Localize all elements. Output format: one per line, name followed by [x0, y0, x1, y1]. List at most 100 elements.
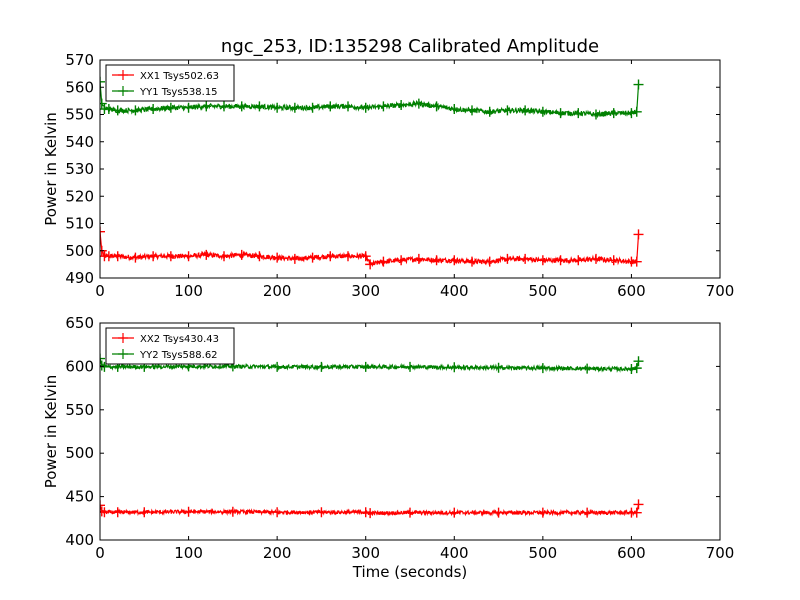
series-marker	[165, 251, 176, 262]
legend-label: XX1 Tsys502.63	[140, 71, 219, 82]
series-marker	[537, 106, 548, 117]
series-marker	[633, 356, 644, 367]
y-tick-label: 570	[65, 51, 94, 69]
y-tick-label: 550	[65, 106, 94, 124]
series-marker	[449, 255, 460, 266]
series-marker	[484, 256, 495, 267]
x-tick-label: 500	[529, 544, 558, 562]
series-marker	[431, 101, 442, 112]
series-marker	[148, 104, 159, 115]
x-tick-label: 400	[440, 282, 469, 300]
series-marker	[130, 105, 141, 116]
series-marker	[502, 105, 513, 116]
series-marker	[360, 507, 371, 518]
series-marker	[112, 105, 123, 116]
series-marker	[467, 105, 477, 116]
series-marker	[449, 507, 460, 518]
series-marker	[100, 353, 105, 364]
series-marker	[100, 76, 105, 87]
x-tick-label: 300	[351, 544, 380, 562]
series-marker	[591, 109, 601, 120]
y-tick-label: 550	[65, 401, 94, 419]
x-tick-label: 700	[706, 544, 735, 562]
legend-marker	[118, 70, 128, 80]
series-marker	[405, 361, 415, 372]
legend-label: YY2 Tsys588.62	[139, 350, 218, 361]
series-marker	[365, 259, 376, 270]
series-marker	[343, 251, 353, 262]
series-marker	[183, 506, 194, 517]
y-tick-label: 520	[65, 187, 94, 205]
series-marker	[316, 361, 327, 372]
series-marker	[631, 106, 642, 117]
series-marker	[325, 251, 336, 262]
series-marker	[100, 226, 105, 237]
series-marker	[626, 108, 637, 119]
series-marker	[449, 104, 460, 115]
y-axis-label: Power in Kelvin	[42, 112, 60, 226]
series-marker	[633, 499, 644, 510]
series-marker	[573, 108, 584, 119]
series-marker	[467, 256, 477, 267]
series-marker	[631, 256, 642, 267]
series-marker	[100, 98, 107, 109]
series-marker	[219, 101, 229, 112]
series-marker	[307, 102, 318, 113]
x-tick-label: 600	[617, 544, 646, 562]
y-tick-label: 530	[65, 160, 94, 178]
plot-frame	[99, 322, 721, 541]
series-marker	[183, 251, 194, 262]
x-tick-label: 100	[174, 544, 203, 562]
legend-marker	[118, 86, 128, 96]
legend-marker	[118, 349, 128, 359]
series-marker	[272, 361, 283, 372]
series-marker	[103, 251, 114, 262]
series-marker	[608, 255, 619, 266]
x-tick-label: 700	[706, 282, 735, 300]
y-tick-label: 650	[65, 314, 94, 332]
legend-box	[105, 64, 235, 102]
series-marker	[272, 507, 283, 518]
legend-marker	[118, 333, 128, 343]
y-tick-label: 600	[65, 357, 94, 375]
series-marker	[100, 507, 110, 518]
series-marker	[100, 360, 107, 371]
series-marker	[631, 363, 642, 374]
series-marker	[405, 507, 415, 518]
series-marker	[236, 101, 247, 112]
series-marker	[537, 507, 548, 518]
x-tick-label: 600	[617, 282, 646, 300]
series-marker	[582, 507, 593, 518]
series-marker	[413, 253, 424, 264]
series-marker	[307, 252, 318, 263]
series-marker	[112, 507, 123, 518]
series-marker	[484, 106, 495, 117]
series-marker	[130, 252, 141, 263]
series-marker	[100, 506, 107, 517]
y-tick-label: 500	[65, 444, 94, 462]
series-marker	[537, 363, 548, 374]
series-marker	[103, 104, 114, 115]
series-marker	[520, 253, 531, 264]
series-marker	[360, 102, 371, 113]
series-marker	[365, 508, 376, 519]
series-marker	[631, 507, 642, 518]
series-marker	[139, 507, 150, 518]
series-marker	[396, 255, 407, 266]
series-marker	[201, 101, 212, 112]
series-marker	[236, 249, 247, 260]
chart-title: ngc_253, ID:135298 Calibrated Amplitude	[221, 36, 599, 57]
series-marker	[316, 507, 327, 518]
series-marker	[289, 253, 300, 264]
series-marker	[272, 102, 283, 113]
legend-label: XX2 Tsys430.43	[140, 334, 219, 345]
series-marker	[254, 101, 265, 112]
legend-box	[105, 327, 235, 365]
x-axis-label: Time (seconds)	[352, 563, 468, 581]
y-axis-label: Power in Kelvin	[42, 375, 60, 489]
series-marker	[183, 102, 194, 113]
series-marker	[325, 101, 336, 112]
series-marker	[626, 364, 637, 375]
series-marker	[413, 98, 424, 109]
series-marker	[219, 251, 229, 262]
